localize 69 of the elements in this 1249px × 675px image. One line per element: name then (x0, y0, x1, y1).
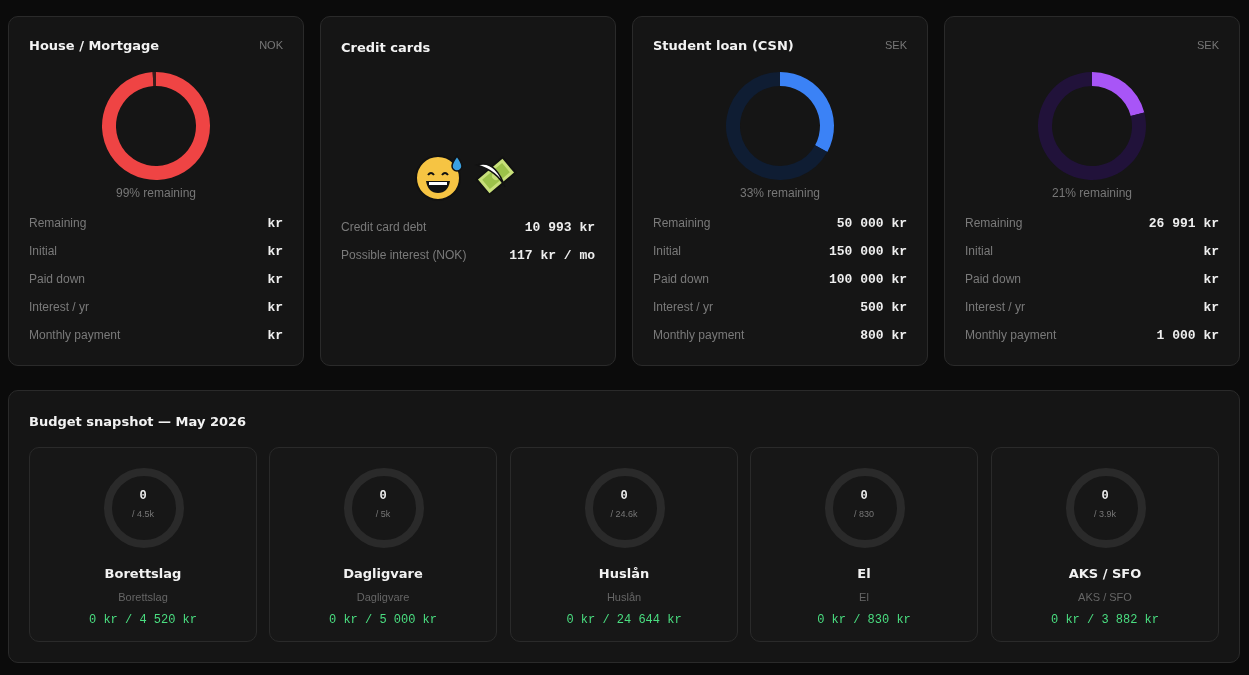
text: Initial (653, 244, 682, 258)
text: Interest / yr (965, 300, 1026, 314)
text: 1 000 kr (1156, 328, 1219, 343)
text: kr (1203, 300, 1219, 315)
text: 99% remaining (114, 186, 197, 200)
text: / 3.9k (1093, 509, 1117, 519)
text: 0 (378, 489, 388, 503)
text: 21% remaining (1050, 186, 1133, 200)
text: 0 kr / 830 kr (816, 613, 912, 627)
text: Initial (965, 244, 994, 258)
text: 26 991 kr (1148, 216, 1219, 231)
text: 100 000 kr (828, 272, 907, 287)
text: 0 kr / 3 882 kr (1050, 613, 1160, 627)
text: NOK (259, 39, 283, 51)
text: 0 kr / 4 520 kr (88, 613, 198, 627)
text: Possible interest (NOK) (341, 248, 467, 262)
text: Borettslag (117, 591, 169, 603)
text: Dagligvare (355, 591, 411, 603)
text: kr (1203, 244, 1219, 259)
text: Borettslag (103, 566, 183, 581)
text: Paid down (653, 272, 710, 286)
text: Initial (29, 244, 58, 258)
text: Interest / yr (29, 300, 90, 314)
chart-title: Student loan (CSN) (653, 38, 794, 53)
text: 0 (1100, 489, 1110, 503)
text: kr (267, 244, 283, 259)
text: AKS / SFO (1067, 566, 1143, 581)
text: 0 (619, 489, 629, 503)
text: El (856, 566, 872, 581)
text: / 24.6k (609, 509, 639, 519)
text: / 5k (374, 509, 392, 519)
text: El (858, 591, 870, 603)
text: 150 000 kr (828, 244, 907, 259)
text: Huslån (597, 566, 651, 581)
text: 0 (859, 489, 869, 503)
text: kr (267, 300, 283, 315)
text: Credit card debt (341, 220, 427, 234)
text: kr (267, 328, 283, 343)
chart-title: House / Mortgage (29, 38, 160, 53)
text: kr (267, 272, 283, 287)
text: Budget snapshot — May 2026 (29, 414, 247, 429)
text: SEK (1196, 39, 1219, 51)
text: Monthly payment (653, 328, 745, 342)
text: Monthly payment (29, 328, 121, 342)
text: 0 kr / 24 644 kr (565, 613, 683, 627)
text: 117 kr / mo (509, 248, 595, 263)
text: 10 993 kr (524, 220, 595, 235)
text: Huslån (605, 591, 643, 603)
text: SEK (884, 39, 907, 51)
text: 800 kr (860, 328, 907, 343)
text: Paid down (965, 272, 1022, 286)
text: Paid down (29, 272, 86, 286)
text: kr (1203, 272, 1219, 287)
text: / 4.5k (131, 509, 155, 519)
text: AKS / SFO (1077, 591, 1133, 603)
text: 33% remaining (738, 186, 821, 200)
text: Remaining (965, 216, 1023, 230)
text: 50 000 kr (836, 216, 907, 231)
text: Interest / yr (653, 300, 714, 314)
text: 500 kr (860, 300, 907, 315)
text: 0 (138, 489, 148, 503)
text: Monthly payment (965, 328, 1057, 342)
text: Remaining (653, 216, 711, 230)
text: / 830 (853, 509, 875, 519)
text: Credit cards (341, 40, 431, 55)
text: 0 kr / 5 000 kr (328, 613, 438, 627)
text: Dagligvare (342, 566, 424, 581)
text: Remaining (29, 216, 87, 230)
text: kr (267, 216, 283, 231)
